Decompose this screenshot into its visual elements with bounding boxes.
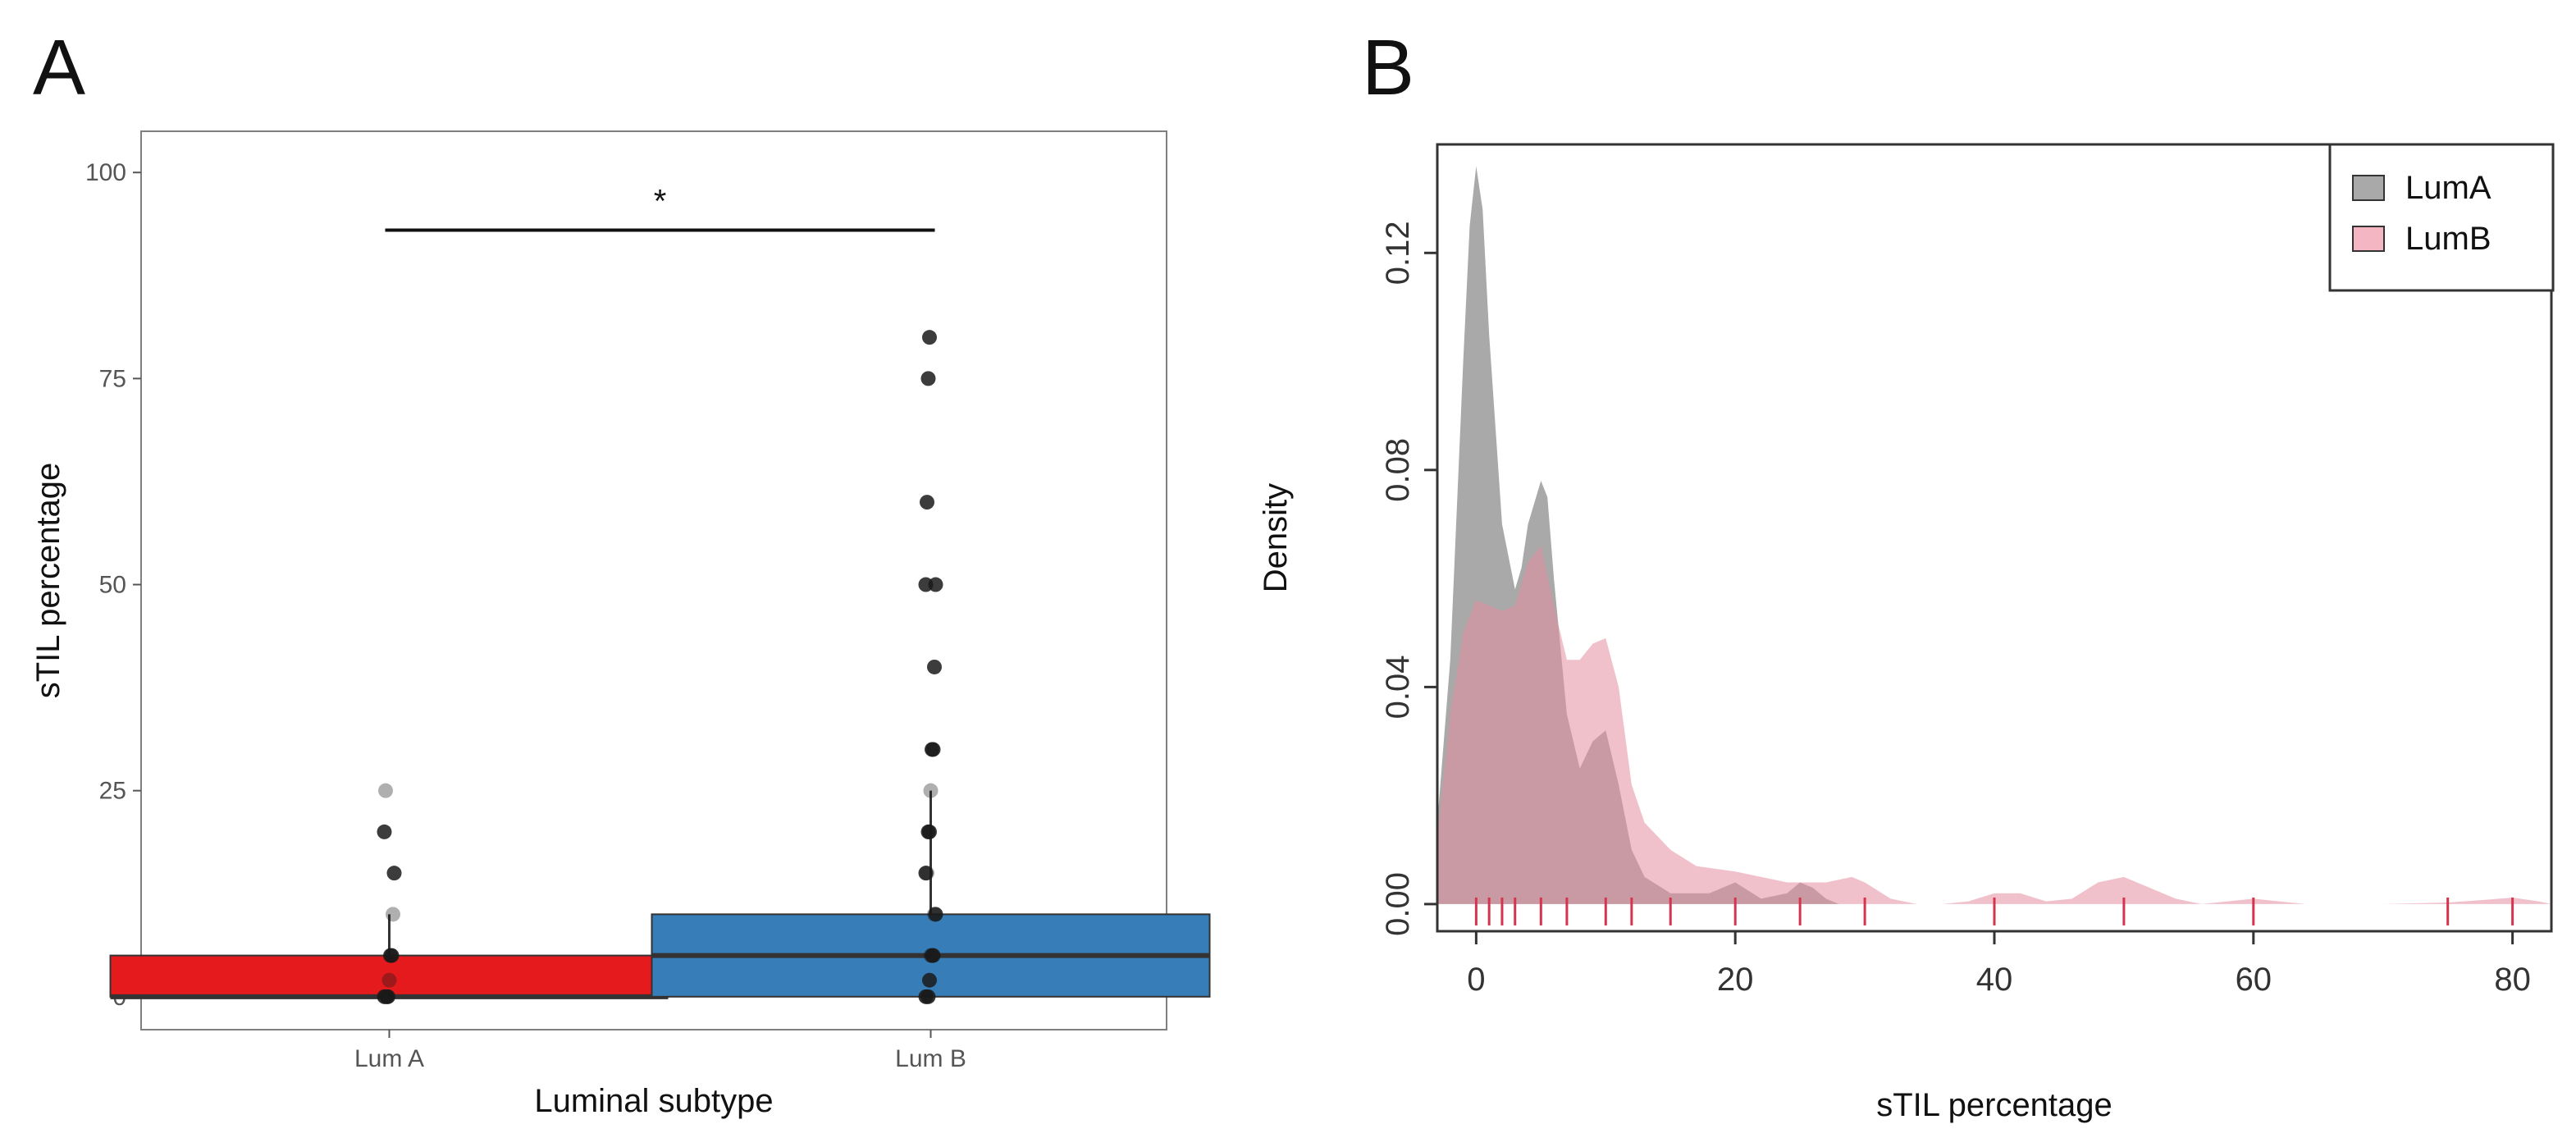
x-tick-label-b: 80 [2494,962,2531,998]
x-tick-label-b: 0 [1467,962,1485,998]
y-axis-label-b: Density [1258,483,1294,592]
data-point [920,866,934,881]
legend-swatch-luma [2352,175,2385,201]
data-point [384,948,400,963]
x-axis-label-b: sTIL percentage [1876,1087,2112,1123]
data-point [925,948,941,963]
data-point [378,783,393,798]
x-tick-label-a: Lum A [354,1045,424,1072]
plot-border-a [140,130,1167,1030]
x-tick-label-b: 40 [1976,962,2013,998]
x-tick-label-b: 60 [2236,962,2272,998]
y-tick-label-b: 0.04 [1380,655,1416,719]
legend-label-luma: LumA [2405,170,2492,206]
significance-label: * [654,184,667,220]
y-tick-label-b: 0.00 [1380,872,1416,936]
x-tick-label-b: 20 [1717,962,1754,998]
data-point [381,989,395,1004]
data-point [923,783,939,798]
data-point [381,972,397,988]
data-point [920,989,936,1004]
legend-swatch-lumb [2352,226,2385,252]
data-point [918,577,934,592]
y-tick-label-b: 0.08 [1380,438,1416,502]
y-axis-label-a: sTIL percentage [30,463,66,699]
data-point [377,824,392,839]
density-area-lumb [1437,546,2551,904]
data-point [922,972,937,988]
x-tick-label-a: Lum B [895,1045,966,1072]
y-tick-label-b: 0.12 [1380,221,1416,285]
data-point [928,907,943,922]
legend-label-lumb: LumB [2405,221,2492,257]
data-point [920,371,936,386]
data-point [922,824,937,839]
y-tick-label-a: 50 [99,572,126,599]
legend-box [2328,143,2555,292]
data-point [386,907,400,922]
data-point [922,330,937,345]
data-point [918,866,934,881]
panel-a-label: A [33,24,85,112]
y-tick-label-a: 100 [85,159,126,186]
data-point [925,742,941,757]
data-point [386,866,402,881]
density-chart: 0 20 40 60 80 0.00 0.04 0.08 0.12 sTIL percentage… [1258,143,2555,1123]
panel-b-label: B [1362,24,1414,112]
data-point [920,495,934,510]
y-tick-label-a: 75 [99,365,126,392]
data-point [927,659,942,674]
x-axis-label-a: Luminal subtype [534,1083,773,1119]
y-tick-label-a: 25 [99,778,126,805]
